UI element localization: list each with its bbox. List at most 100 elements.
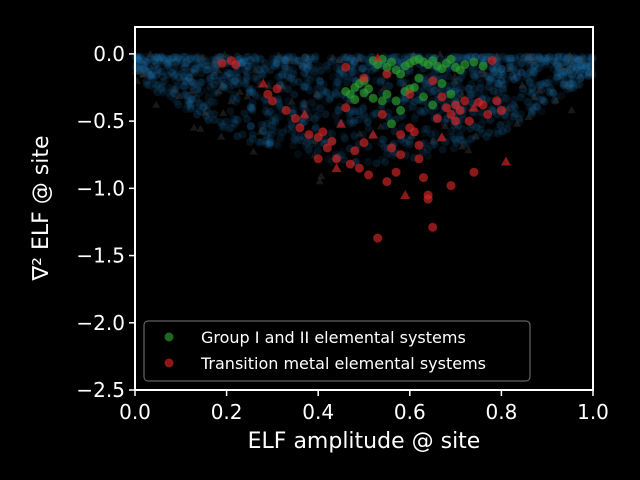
- cloud-point: [185, 73, 194, 82]
- cloud-point: [226, 107, 235, 116]
- cloud-point: [430, 140, 439, 149]
- cloud-point: [174, 73, 183, 82]
- cloud-point: [335, 75, 344, 84]
- cloud-triangle-point: [355, 129, 364, 137]
- cloud-point: [320, 87, 328, 96]
- cloud-point: [487, 74, 496, 83]
- cloud-point: [536, 54, 545, 63]
- cloud-point: [438, 145, 447, 154]
- x-tick-label: 0.2: [211, 400, 243, 424]
- cloud-point: [579, 54, 588, 63]
- cloud-point: [167, 58, 176, 67]
- cloud-point: [310, 115, 319, 124]
- cloud-point: [327, 91, 336, 100]
- cloud-point: [153, 68, 162, 77]
- cloud-point: [204, 115, 212, 124]
- cloud-point: [467, 90, 476, 99]
- cloud-point: [214, 76, 223, 85]
- cloud-point: [189, 78, 198, 87]
- cloud-point: [316, 77, 325, 86]
- cloud-point: [404, 104, 413, 112]
- cloud-point: [303, 64, 312, 72]
- cloud-point: [473, 70, 482, 79]
- cloud-point: [368, 66, 377, 75]
- cloud-point: [482, 133, 491, 141]
- cloud-point: [554, 52, 563, 61]
- cloud-point: [301, 82, 310, 90]
- cloud-point: [581, 65, 590, 74]
- cloud-point: [195, 107, 204, 116]
- cloud-point: [569, 68, 578, 77]
- cloud-point: [165, 58, 174, 67]
- cloud-point: [248, 130, 257, 139]
- cloud-point: [350, 57, 359, 66]
- cloud-point: [288, 123, 297, 132]
- cloud-point: [561, 54, 570, 63]
- cloud-point: [494, 89, 503, 98]
- data-point: [387, 57, 396, 67]
- data-point: [382, 89, 392, 99]
- cloud-point: [261, 100, 270, 109]
- cloud-point: [231, 69, 240, 78]
- cloud-triangle-point: [300, 100, 309, 108]
- cloud-point: [405, 140, 414, 149]
- cloud-point: [516, 61, 525, 70]
- cloud-point: [280, 56, 289, 65]
- cloud-point: [526, 77, 534, 86]
- data-point: [414, 140, 424, 150]
- cloud-point: [420, 129, 429, 138]
- cloud-point: [298, 62, 307, 71]
- cloud-point: [284, 52, 293, 61]
- cloud-point: [516, 110, 525, 119]
- cloud-point: [368, 111, 377, 120]
- cloud-point: [272, 55, 281, 64]
- cloud-point: [217, 122, 226, 131]
- cloud-point: [503, 124, 512, 133]
- cloud-point: [346, 56, 355, 65]
- legend-label: Group I and II elemental systems: [201, 328, 466, 347]
- cloud-point: [173, 53, 182, 62]
- cloud-point: [197, 58, 206, 67]
- cloud-point: [540, 97, 549, 106]
- cloud-point: [566, 84, 575, 93]
- cloud-point: [283, 124, 292, 133]
- cloud-point: [470, 85, 479, 94]
- cloud-point: [481, 55, 490, 64]
- cloud-point: [521, 73, 530, 82]
- cloud-point: [142, 57, 151, 66]
- cloud-point: [315, 92, 324, 101]
- cloud-point: [289, 54, 298, 63]
- cloud-point: [183, 101, 192, 110]
- cloud-point: [537, 86, 546, 95]
- cloud-point: [169, 63, 178, 72]
- cloud-point: [165, 63, 174, 72]
- cloud-point: [463, 139, 472, 148]
- cloud-point: [454, 53, 463, 62]
- cloud-point: [147, 74, 156, 83]
- cloud-point: [301, 141, 310, 150]
- cloud-point: [315, 62, 324, 70]
- data-point: [387, 143, 396, 153]
- cloud-point: [213, 88, 222, 97]
- cloud-point: [321, 110, 330, 119]
- cloud-point: [525, 52, 533, 61]
- cloud-point: [268, 54, 277, 63]
- cloud-point: [278, 69, 286, 78]
- cloud-point: [485, 77, 494, 86]
- cloud-point: [181, 76, 190, 85]
- cloud-point: [533, 103, 542, 112]
- cloud-point: [308, 140, 317, 148]
- cloud-point: [255, 93, 264, 102]
- cloud-point: [537, 107, 546, 116]
- cloud-point: [268, 116, 277, 125]
- cloud-point: [272, 59, 281, 68]
- cloud-point: [291, 129, 300, 138]
- data-point: [350, 146, 360, 156]
- cloud-point: [529, 106, 538, 115]
- cloud-point: [173, 82, 182, 91]
- cloud-point: [402, 78, 410, 87]
- cloud-point: [538, 95, 547, 104]
- cloud-triangle-point: [303, 53, 312, 61]
- cloud-point: [515, 76, 524, 85]
- cloud-point: [550, 57, 559, 66]
